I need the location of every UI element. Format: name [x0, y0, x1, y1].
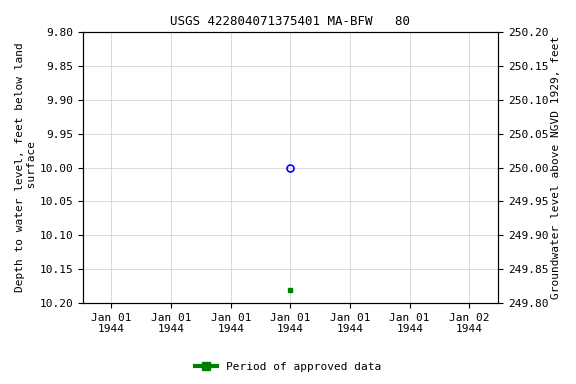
Y-axis label: Groundwater level above NGVD 1929, feet: Groundwater level above NGVD 1929, feet: [551, 36, 561, 299]
Legend: Period of approved data: Period of approved data: [191, 358, 385, 377]
Y-axis label: Depth to water level, feet below land
 surface: Depth to water level, feet below land su…: [15, 43, 37, 292]
Title: USGS 422804071375401 MA-BFW   80: USGS 422804071375401 MA-BFW 80: [170, 15, 411, 28]
